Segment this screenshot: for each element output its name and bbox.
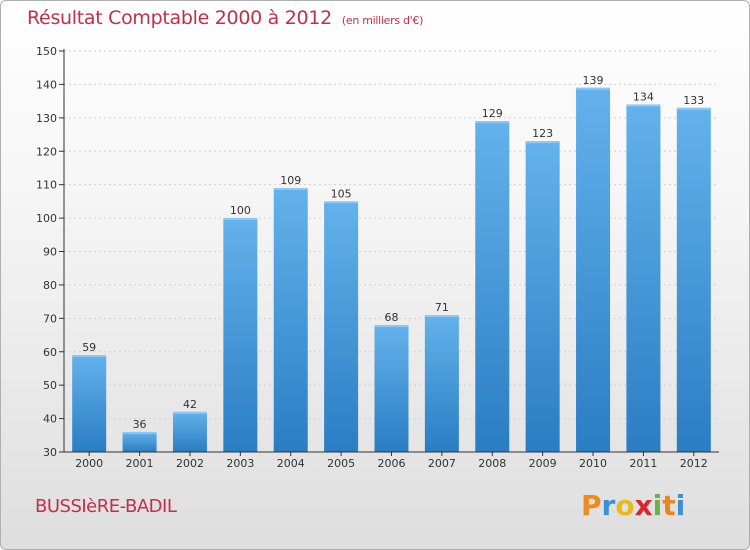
axes — [59, 49, 719, 456]
logo-letter: i — [675, 489, 686, 522]
title-text: Résultat Comptable 2000 à 2012 — [27, 7, 332, 29]
data-label: 139 — [583, 74, 604, 87]
x-tick-label: 2003 — [226, 457, 254, 470]
bar-highlight — [424, 314, 459, 317]
y-tick-label: 60 — [43, 346, 57, 359]
x-tick-label: 2009 — [529, 457, 557, 470]
x-tick-label: 2011 — [629, 457, 657, 470]
data-label: 42 — [183, 398, 197, 411]
bar-highlight — [374, 325, 409, 328]
y-tick-label: 50 — [43, 379, 57, 392]
x-tick-label: 2008 — [478, 457, 506, 470]
y-tick-label: 30 — [43, 446, 57, 459]
data-label: 100 — [230, 204, 251, 217]
logo-letter: P — [581, 489, 602, 522]
logo-letter: o — [615, 489, 635, 522]
x-tick-label: 2010 — [579, 457, 607, 470]
y-tick-label: 130 — [36, 112, 57, 125]
bar — [324, 201, 359, 452]
proxiti-logo: Proxiti — [581, 489, 685, 522]
logo-letter: x — [634, 489, 653, 522]
x-tick-label: 2004 — [277, 457, 305, 470]
data-label: 133 — [683, 94, 704, 107]
bar — [273, 188, 308, 452]
commune-name: BUSSIèRE-BADIL — [35, 496, 177, 517]
logo-letter: i — [652, 489, 663, 522]
y-tick-label: 80 — [43, 279, 57, 292]
bar-highlight — [122, 431, 157, 434]
data-label: 123 — [532, 127, 553, 140]
bar-highlight — [475, 121, 510, 124]
x-tick-label: 2000 — [75, 457, 103, 470]
y-tick-label: 120 — [36, 145, 57, 158]
bar-highlight — [676, 107, 711, 110]
bar — [72, 355, 107, 452]
bar-highlight — [223, 218, 258, 221]
y-tick-label: 40 — [43, 413, 57, 426]
bar-highlight — [72, 355, 107, 358]
x-tick-label: 2006 — [378, 457, 406, 470]
x-tick-label: 2001 — [126, 457, 154, 470]
chart-title: Résultat Comptable 2000 à 2012 (en millie… — [27, 7, 423, 29]
bar-highlight — [525, 141, 560, 144]
data-label: 71 — [435, 301, 449, 314]
bar — [676, 107, 711, 452]
logo-letter: t — [662, 489, 676, 522]
data-label: 36 — [133, 418, 147, 431]
y-tick-label: 90 — [43, 246, 57, 259]
bar-highlight — [324, 201, 359, 204]
bar-highlight — [273, 188, 308, 191]
bar — [172, 411, 207, 452]
labels: 30 40 50 60 70 80 90 100 110 120 130 140 150 59 2000 36… — [36, 45, 708, 470]
data-label: 134 — [633, 90, 654, 103]
bar — [223, 218, 258, 452]
bar — [626, 104, 661, 452]
y-tick-label: 70 — [43, 312, 57, 325]
bar — [374, 325, 409, 452]
data-label: 129 — [482, 107, 503, 120]
bars — [72, 87, 711, 453]
bar-highlight — [172, 411, 207, 414]
chart-subtitle: (en milliers d'€) — [341, 14, 424, 27]
data-label: 68 — [385, 311, 399, 324]
y-tick-label: 140 — [36, 78, 57, 91]
x-tick-label: 2007 — [428, 457, 456, 470]
data-label: 109 — [280, 174, 301, 187]
x-tick-label: 2002 — [176, 457, 204, 470]
y-tick-label: 150 — [36, 45, 57, 58]
y-tick-label: 100 — [36, 212, 57, 225]
logo-letter: r — [601, 489, 616, 522]
bar — [122, 431, 157, 452]
bar-highlight — [626, 104, 661, 107]
bar — [576, 87, 611, 452]
x-tick-label: 2012 — [680, 457, 708, 470]
y-tick-label: 110 — [36, 179, 57, 192]
x-tick-label: 2005 — [327, 457, 355, 470]
bar — [424, 314, 459, 452]
data-label: 105 — [331, 187, 352, 200]
bar — [525, 141, 560, 452]
bar-highlight — [576, 87, 611, 90]
data-label: 59 — [82, 341, 96, 354]
bar — [475, 121, 510, 453]
